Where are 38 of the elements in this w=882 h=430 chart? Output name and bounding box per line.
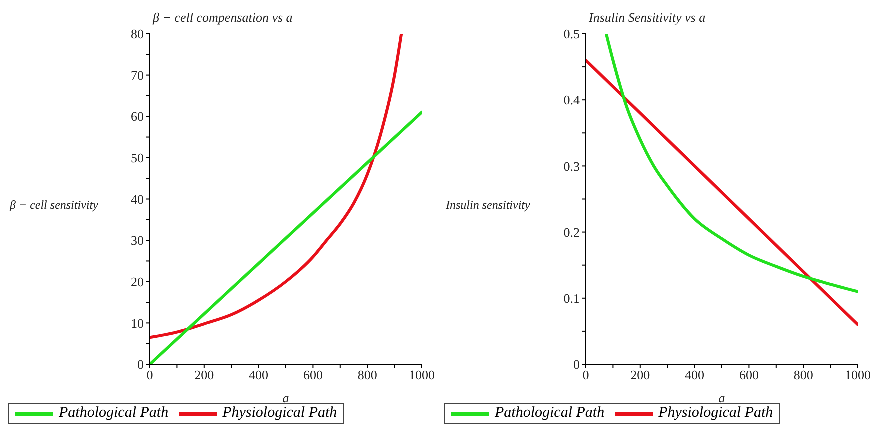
y-tick-label: 0 (574, 357, 580, 372)
y-tick-label: 0.5 (564, 26, 580, 42)
y-tick-label: 50 (131, 150, 144, 166)
line-series (604, 34, 858, 294)
y-tick-label: 0.1 (564, 291, 580, 306)
y-tick-label: 20 (131, 274, 144, 290)
x-axis-title: a (718, 390, 726, 406)
x-tick-label: 0 (146, 368, 154, 383)
y-tick-label: 40 (131, 192, 144, 207)
x-tick-label: 400 (685, 368, 705, 383)
y-tick-label: 10 (131, 316, 144, 331)
y-axis-title: Insulin sensitivity (446, 198, 530, 213)
x-tick-label: 400 (249, 368, 269, 383)
y-axis-title: β − cell sensitivity (10, 198, 98, 213)
legend-label: Physiological Path (222, 405, 338, 422)
x-tick-label: 600 (739, 368, 759, 383)
y-tick-label: 0.4 (564, 92, 580, 108)
x-tick-label: 600 (303, 368, 323, 383)
legend-label: Physiological Path (658, 405, 774, 422)
x-tick-label: 800 (794, 368, 814, 383)
chart-title: Insulin Sensitivity vs a (589, 10, 706, 26)
y-tick-label: 30 (131, 233, 144, 248)
x-tick-label: 200 (630, 368, 650, 383)
y-tick-label: 80 (131, 26, 144, 42)
y-tick-label: 0.3 (564, 158, 580, 174)
legend-label: Pathological Path (58, 405, 169, 422)
line-series (150, 34, 404, 340)
x-tick-label: 200 (194, 368, 214, 383)
y-tick-label: 0 (138, 357, 144, 372)
y-tick-label: 60 (131, 109, 144, 124)
x-tick-label: 1000 (845, 368, 871, 383)
chart-title: β − cell compensation vs a (153, 10, 293, 26)
x-tick-label: 1000 (409, 368, 435, 383)
y-tick-label: 0.2 (564, 224, 580, 240)
x-axis-title: a (282, 390, 290, 406)
y-tick-label: 70 (131, 68, 144, 83)
legend-label: Pathological Path (494, 405, 605, 422)
x-tick-label: 800 (358, 368, 378, 383)
